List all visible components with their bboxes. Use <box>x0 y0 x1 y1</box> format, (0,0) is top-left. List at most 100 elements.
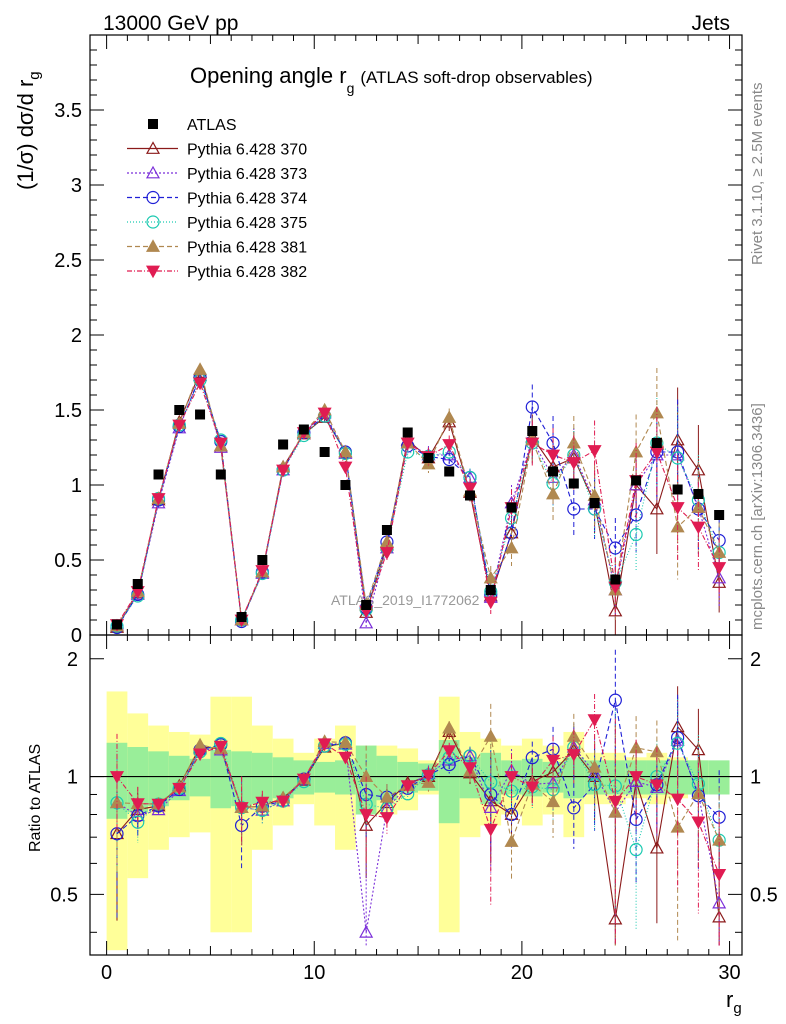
series-4-ratio-point <box>131 815 145 829</box>
data-point <box>589 498 600 508</box>
x-tick-label: 30 <box>718 962 740 984</box>
series-2-ratio-point <box>483 800 498 813</box>
legend-marker-5 <box>145 239 161 252</box>
series-6-point <box>338 461 353 475</box>
series-6-ratio-point <box>525 781 540 795</box>
series-6-point <box>276 464 291 478</box>
y-tick-label: 3 <box>71 175 82 197</box>
x-tick-label: 20 <box>511 962 533 984</box>
series-5-ratio-point <box>504 834 519 847</box>
series-6-point <box>379 547 394 560</box>
main-panel: 0 0.5 1 1.5 2 2.5 3 3.5 <box>54 34 743 647</box>
ratio-band-green <box>376 755 398 801</box>
legend-marker-1 <box>145 141 161 154</box>
y-tick-label: 0.5 <box>54 550 82 572</box>
legend-label-6: Pythia 6.428 382 <box>187 264 307 281</box>
series-3-point <box>567 502 581 516</box>
series-6-line <box>116 381 720 625</box>
data-point <box>651 438 662 448</box>
y-tick-label: 2 <box>71 325 82 347</box>
legend-marker-3 <box>146 190 160 205</box>
series-6-point <box>442 439 457 452</box>
series-5-ratio-point <box>442 720 457 734</box>
series-6-ratio-point <box>670 793 685 807</box>
data-point <box>631 475 642 486</box>
series-1-point <box>608 603 623 617</box>
series-6-point <box>400 437 415 451</box>
data-point <box>153 469 164 480</box>
legend: ATLAS Pythia 6.428 370 Pythia 6.428 373 Pyt… <box>127 117 307 281</box>
series-6-ratio-point <box>276 795 291 809</box>
ratio-band-green <box>335 760 356 795</box>
x-tick-label: 0 <box>101 962 112 984</box>
series-1-point <box>712 575 727 588</box>
series-6-point <box>193 377 208 391</box>
series-6-point <box>172 419 187 433</box>
data-point <box>527 426 538 436</box>
data-point <box>444 466 455 477</box>
ratio-panel: 0 10 20 30 0.5 0.5 1 1 2 2 <box>50 634 778 984</box>
series-6-ratio-point <box>338 751 353 765</box>
series-6-point <box>587 445 602 458</box>
series-6-point <box>462 482 478 496</box>
series-1-point <box>504 525 519 539</box>
series-6-point <box>255 565 270 578</box>
data-point <box>506 502 517 513</box>
x-axis-label-sub: g <box>733 1000 741 1017</box>
series-6-ratio-point <box>172 782 187 796</box>
series-6-ratio-point <box>587 714 602 727</box>
data-point <box>340 480 351 490</box>
series-3-ratio-point <box>567 801 581 815</box>
series-6-ratio-point <box>608 795 623 809</box>
series-6-point <box>213 437 228 451</box>
data-point <box>257 555 268 565</box>
y-axis-label: (1/σ) dσ/d rg <box>13 71 43 190</box>
series-4-ratio-point <box>671 736 685 750</box>
y-tick-label: 1.5 <box>54 400 82 422</box>
side-text-top: Rivet 3.1.10, ≥ 2.5M events <box>749 83 766 266</box>
data-point <box>132 579 143 589</box>
series-6-point <box>525 437 540 451</box>
header-right: Jets <box>691 12 730 35</box>
plot-title: Opening angle rg (ATLAS soft-drop observa… <box>190 63 592 96</box>
series-5-point <box>483 570 498 584</box>
series-5-point <box>338 444 353 458</box>
series-6-ratio-point <box>546 754 561 768</box>
series-6-point <box>691 521 706 535</box>
data-point <box>693 489 704 499</box>
series-6-ratio-point <box>442 745 457 758</box>
ratio-tick-label-left: 2 <box>67 649 78 671</box>
series-6-ratio-point <box>691 816 706 830</box>
legend-label-4: Pythia 6.428 375 <box>187 215 307 232</box>
series-6-ratio-point <box>504 771 519 784</box>
data-point <box>714 510 725 520</box>
series-5-point <box>193 362 208 375</box>
side-text-bottom: mcplots.cern.ch [arXiv:1306.3436] <box>749 403 766 630</box>
series-6-ratio-point <box>213 740 228 754</box>
x-axis-label: rg <box>726 987 742 1017</box>
data-point <box>485 585 496 595</box>
data-point <box>215 469 226 480</box>
y-tick-label: 0 <box>71 625 82 647</box>
y-axis-label-main: (1/σ) dσ/d r <box>13 80 38 190</box>
series-6-ratio-point <box>649 779 664 792</box>
x-tick-label: 10 <box>303 962 325 984</box>
data-point <box>672 484 683 495</box>
y-tick-label: 1 <box>71 475 82 497</box>
data-point <box>402 427 413 438</box>
series-1-point <box>649 501 664 515</box>
plot-title-main: Opening angle r <box>190 63 347 88</box>
ratio-tick-label-right: 0.5 <box>750 884 778 906</box>
data-point <box>361 600 372 610</box>
series-6-ratio-point <box>712 868 727 882</box>
data-point <box>423 453 434 463</box>
series-5-ratio-point <box>546 794 561 808</box>
data-point <box>195 409 206 420</box>
ratio-band-green <box>708 760 730 795</box>
series-3-ratio-point <box>525 751 539 765</box>
y-tick-label: 2.5 <box>54 250 82 272</box>
series-3-ratio-point <box>608 693 622 707</box>
data-point <box>568 478 579 489</box>
ratio-frame <box>89 634 743 956</box>
data-point <box>381 525 392 535</box>
